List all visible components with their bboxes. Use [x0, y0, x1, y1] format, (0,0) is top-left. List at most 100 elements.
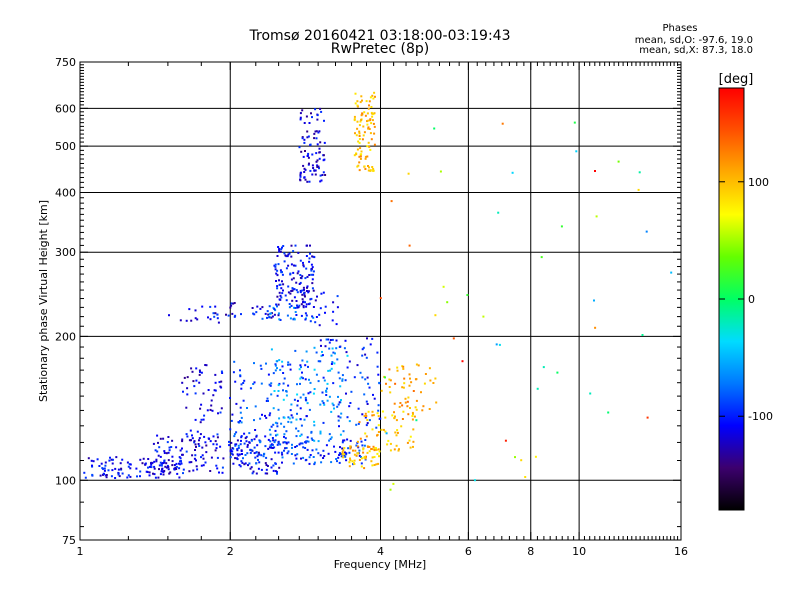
data-point	[283, 377, 286, 380]
data-point	[355, 454, 358, 457]
data-point	[150, 466, 153, 469]
data-point	[361, 99, 363, 102]
data-point	[212, 394, 215, 397]
data-point	[319, 180, 322, 183]
data-point	[322, 171, 325, 174]
data-point	[377, 431, 380, 433]
data-point	[264, 414, 266, 417]
data-point	[287, 416, 290, 419]
data-point	[299, 274, 302, 276]
data-point	[294, 454, 297, 457]
data-point	[372, 414, 375, 417]
data-point	[232, 302, 235, 305]
data-point	[241, 461, 244, 464]
data-point	[299, 112, 302, 115]
data-point	[389, 379, 392, 382]
data-point	[104, 461, 107, 464]
data-point	[360, 150, 363, 153]
data-point	[301, 136, 304, 139]
data-point	[141, 462, 144, 465]
data-point	[287, 291, 290, 294]
data-point	[346, 416, 349, 419]
data-point	[325, 444, 328, 447]
data-point	[358, 138, 361, 140]
data-point	[312, 167, 315, 169]
data-point	[373, 112, 376, 115]
data-point	[274, 470, 277, 473]
data-point	[364, 353, 367, 356]
data-point	[256, 305, 259, 308]
data-point	[367, 410, 370, 413]
data-point	[181, 381, 184, 384]
data-point	[364, 412, 367, 415]
data-point	[244, 462, 247, 465]
data-point	[200, 403, 203, 406]
data-point	[534, 455, 537, 458]
x-tick-label: 8	[527, 545, 534, 558]
data-point	[269, 440, 272, 443]
data-point	[370, 138, 373, 141]
data-point	[359, 157, 362, 160]
data-point	[267, 313, 270, 316]
data-point	[396, 366, 399, 369]
data-point	[337, 371, 340, 374]
data-point	[233, 433, 236, 436]
colorbar-label: [deg]	[719, 72, 754, 87]
data-point	[482, 315, 485, 318]
data-point	[266, 472, 269, 475]
data-point	[322, 421, 325, 424]
data-point	[325, 394, 328, 396]
data-point	[354, 102, 357, 105]
data-point	[356, 120, 359, 123]
data-point	[326, 382, 329, 385]
data-point	[214, 373, 217, 376]
data-point	[308, 162, 310, 165]
data-point	[268, 316, 271, 319]
data-point	[292, 318, 295, 321]
data-point	[230, 441, 233, 444]
data-point	[242, 457, 244, 460]
data-point	[273, 441, 276, 444]
data-point	[175, 446, 178, 449]
data-point	[337, 419, 340, 422]
data-point	[304, 295, 306, 298]
data-point	[398, 405, 401, 408]
data-point	[401, 404, 404, 407]
data-point	[160, 464, 163, 467]
data-point	[324, 305, 327, 308]
data-point	[293, 264, 295, 267]
data-point	[304, 150, 306, 152]
data-point	[276, 422, 279, 425]
data-point	[354, 132, 356, 135]
data-point	[292, 250, 295, 253]
data-point	[338, 425, 340, 428]
data-point	[276, 274, 279, 277]
data-point	[239, 375, 242, 378]
data-point	[359, 155, 362, 158]
data-point	[325, 389, 327, 392]
data-point	[264, 462, 267, 465]
data-point	[300, 150, 303, 153]
data-point	[312, 316, 315, 319]
data-point	[103, 467, 106, 470]
data-point	[200, 456, 202, 459]
data-point	[299, 364, 302, 367]
data-point	[361, 457, 363, 460]
data-point	[240, 436, 243, 439]
data-point	[270, 466, 273, 469]
data-point	[194, 443, 197, 446]
data-point	[101, 467, 104, 470]
data-point	[240, 313, 242, 316]
data-point	[372, 445, 375, 448]
data-point	[326, 399, 329, 402]
data-point	[205, 451, 208, 454]
data-point	[396, 369, 399, 372]
data-point	[299, 179, 302, 182]
data-point	[341, 451, 344, 454]
data-point	[304, 364, 307, 367]
data-point	[281, 280, 283, 283]
data-point	[129, 463, 132, 466]
data-point	[163, 450, 166, 453]
data-point	[363, 165, 366, 168]
data-point	[296, 306, 299, 309]
